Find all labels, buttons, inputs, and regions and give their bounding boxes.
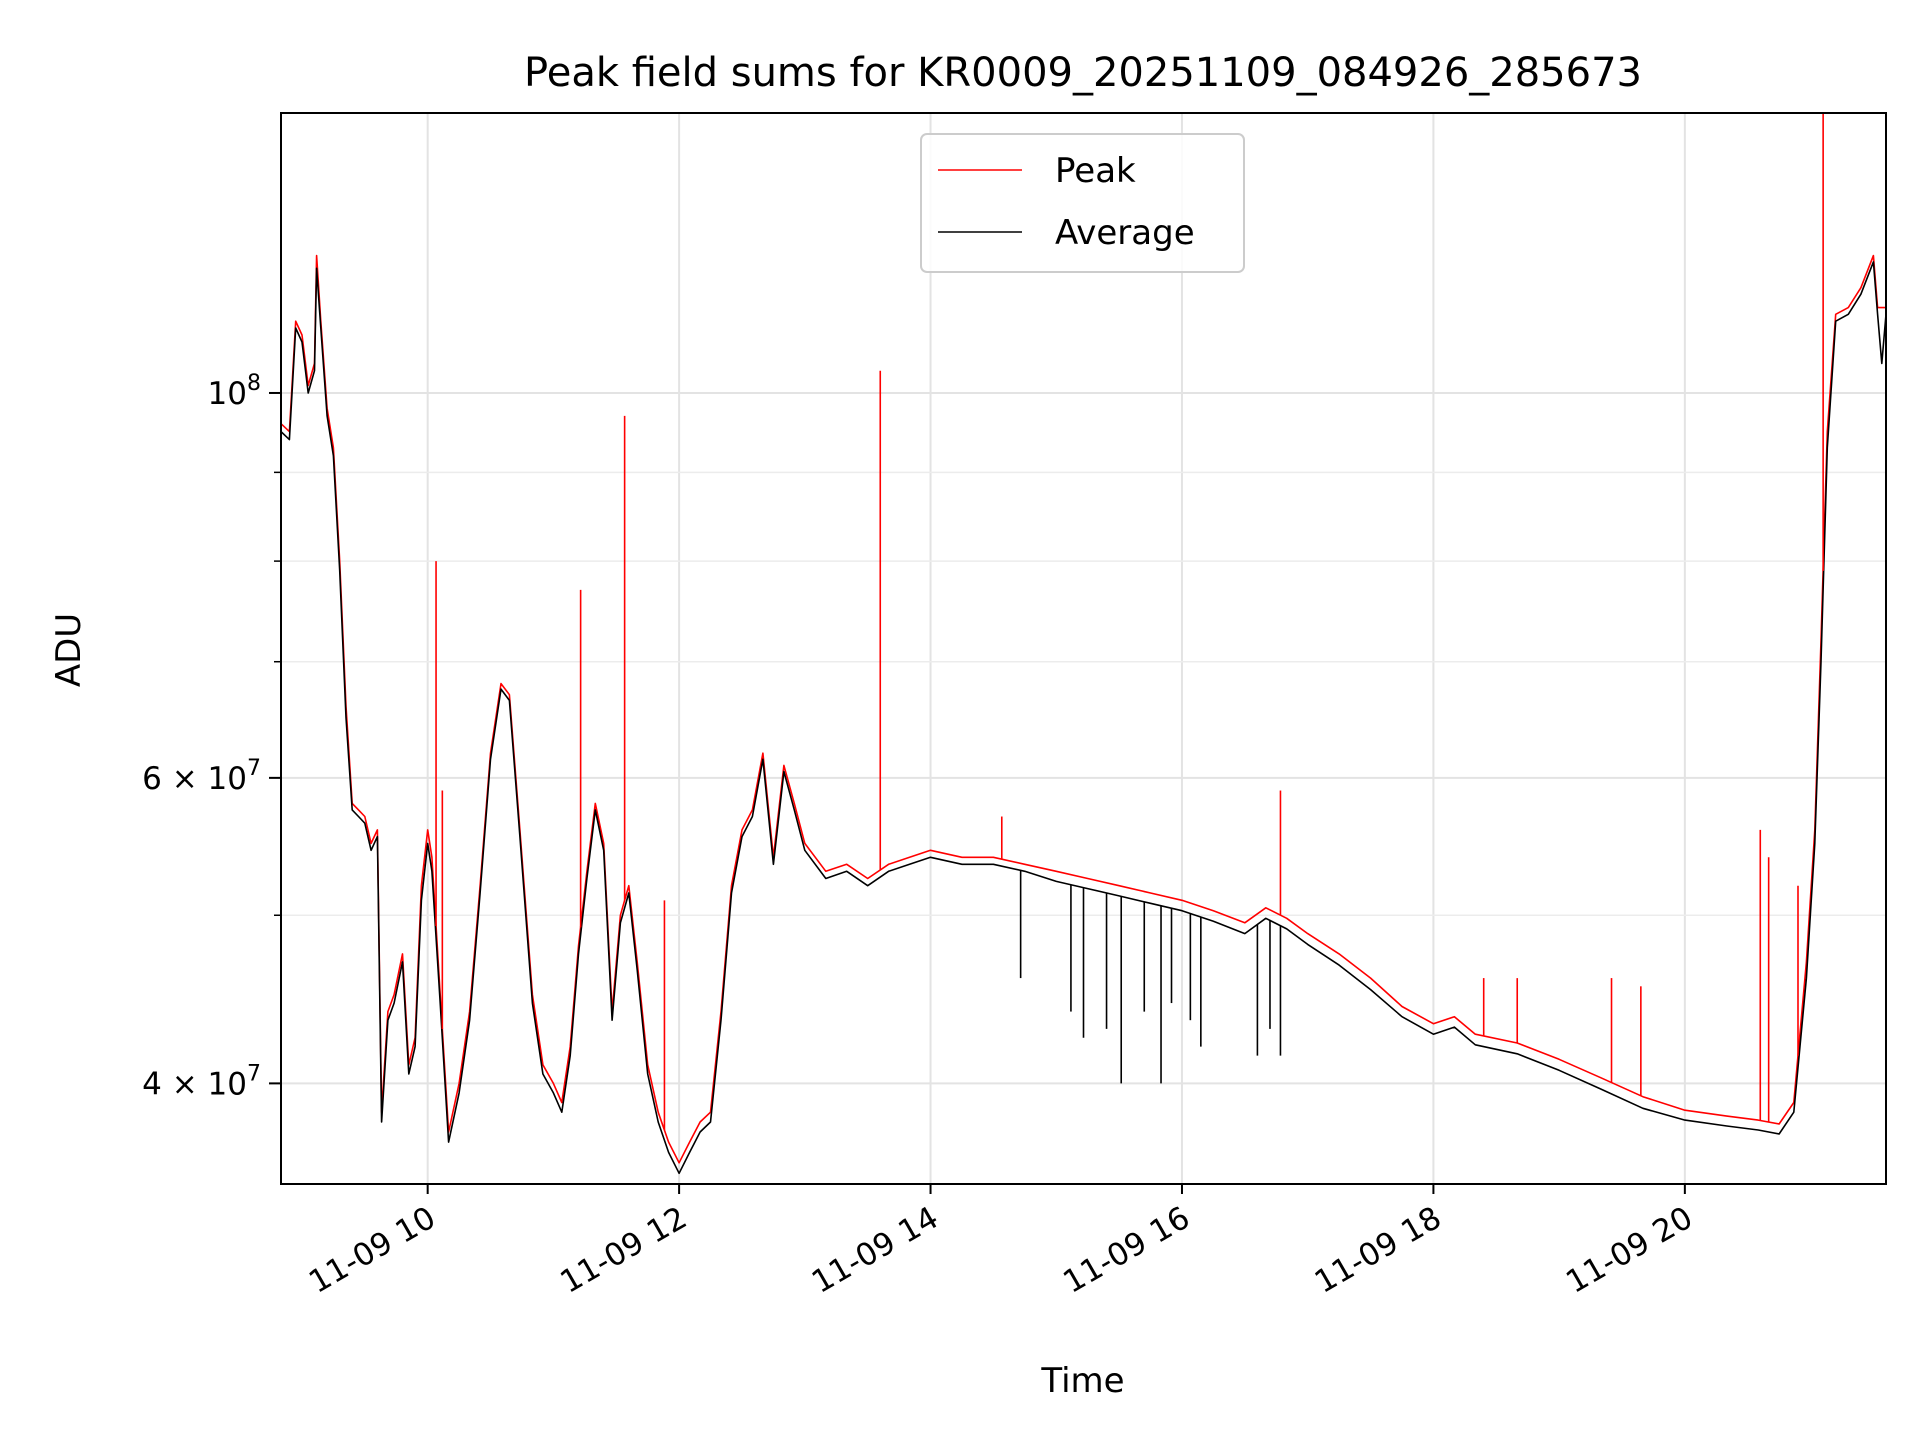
y-tick-label: 108 <box>208 371 261 412</box>
plot-area <box>281 113 1886 1175</box>
legend-box <box>920 133 1245 273</box>
legend: Peak Average <box>920 133 1245 273</box>
legend-label-peak: Peak <box>1055 151 1136 191</box>
plot-frame <box>280 112 1887 1185</box>
y-ticks: 4 × 107 6 × 107 108 <box>142 371 281 1102</box>
y-tick-label: 6 × 107 <box>142 756 261 797</box>
series-layer <box>281 113 1886 1175</box>
y-tick-label: 4 × 107 <box>142 1061 261 1102</box>
series-line-average <box>281 261 1886 1175</box>
chart-title: Peak field sums for KR0009_20251109_0849… <box>524 50 1642 96</box>
x-axis-label: Time <box>1040 1361 1124 1401</box>
y-axis-label: ADU <box>49 613 89 687</box>
legend-label-average: Average <box>1055 213 1195 253</box>
